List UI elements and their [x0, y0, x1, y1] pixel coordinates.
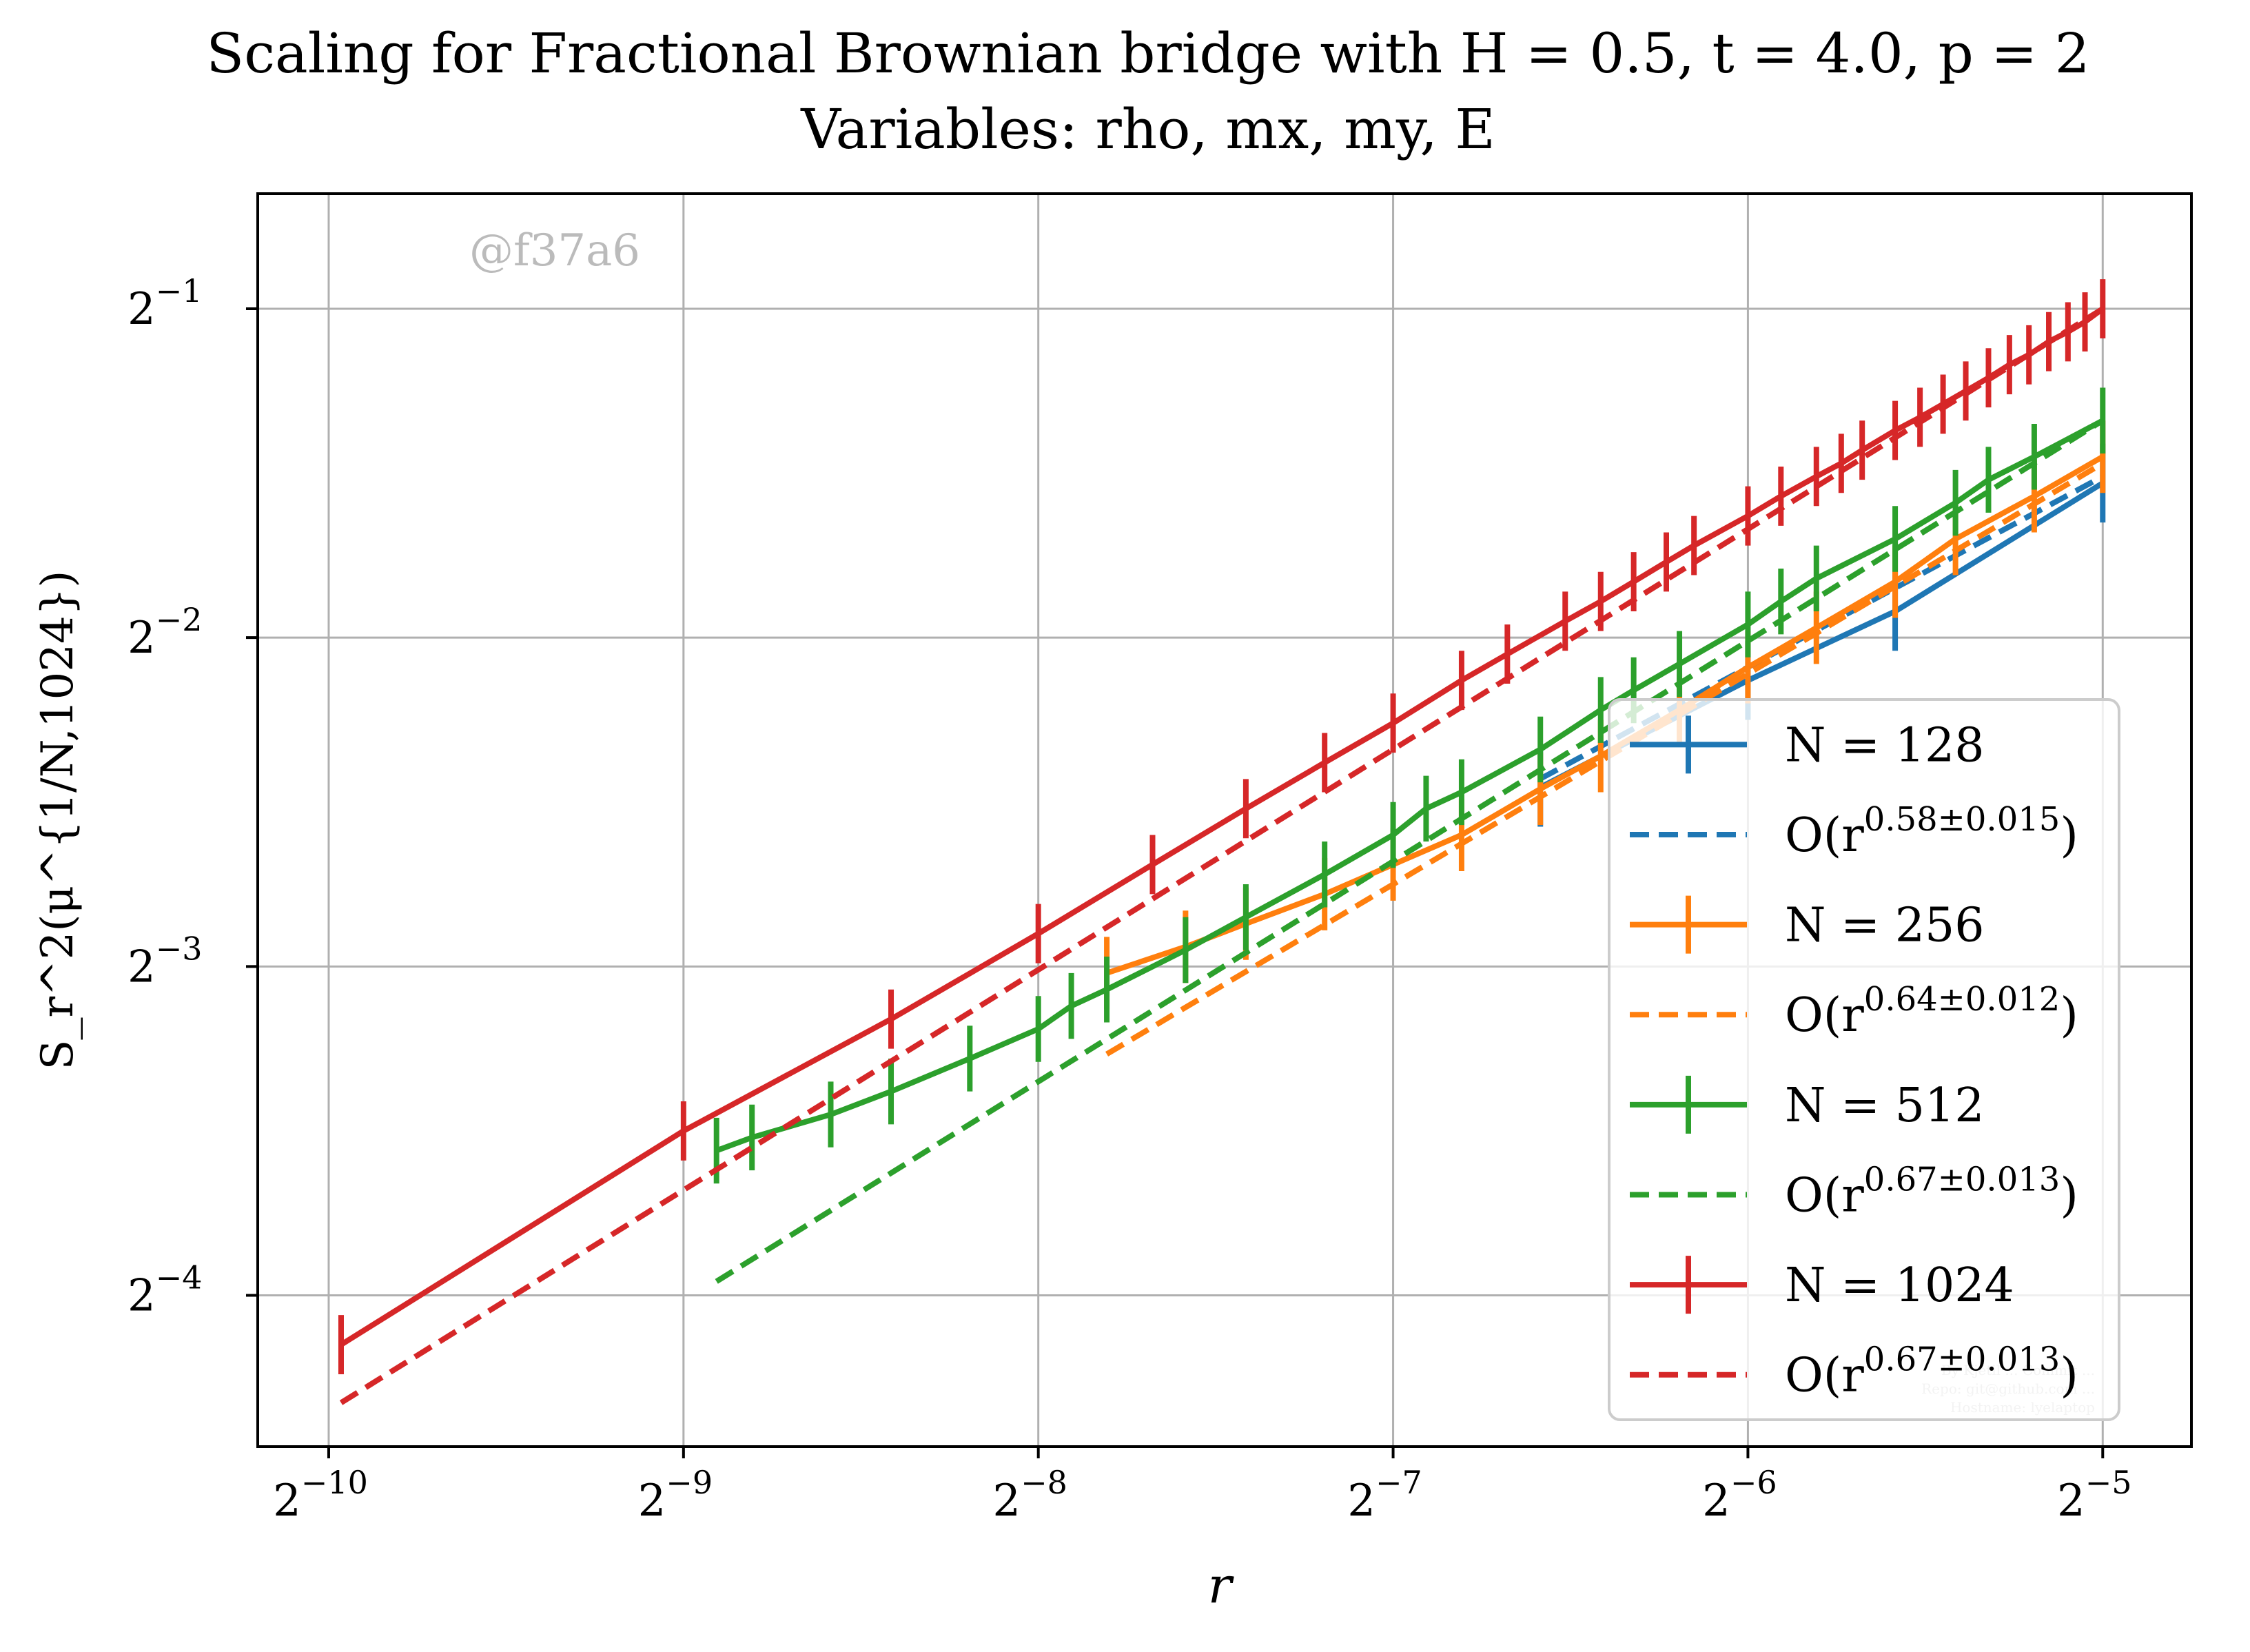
plot-frame [256, 192, 2193, 1448]
legend-fit-label: O(r0.58±0.015) [1785, 800, 2078, 863]
legend-fit-label: O(r0.67±0.013) [1785, 1340, 2078, 1403]
x-tick-label: 2−6 [1702, 1464, 1777, 1527]
x-tick-label: 2−8 [992, 1464, 1067, 1527]
series-line [715, 418, 2105, 1154]
chart-title-line2: Variables: rho, mx, my, E [800, 97, 1495, 161]
y-tick-label: 2−2 [127, 601, 203, 664]
fit-line [1105, 460, 2105, 1057]
series-3 [713, 387, 2106, 1284]
series-4 [338, 279, 2106, 1405]
x-tick-label: 2−5 [2057, 1464, 2132, 1527]
watermark: @f37a6 [469, 225, 640, 276]
legend-box [1608, 698, 2120, 1421]
legend: N = 128 O(r0.58±0.015) N = 256 O(r0.64±0.01… [1608, 698, 2120, 1421]
chart-title-line1: Scaling for Fractional Brownian bridge w… [206, 21, 2089, 85]
y-tick-label: 2−4 [127, 1259, 203, 1322]
legend-label: N = 256 [1785, 899, 1985, 953]
y-tick-label: 2−1 [127, 272, 203, 335]
x-tick-label: 2−7 [1347, 1464, 1422, 1527]
axis-ticks: 2−10 2−9 2−8 2−7 2−6 2−5 2−1 2−2 2−3 2−4 [127, 272, 2132, 1527]
legend-label: N = 1024 [1785, 1258, 2014, 1313]
x-tick-label: 2−10 [273, 1464, 368, 1527]
x-tick-label: 2−9 [638, 1464, 713, 1527]
y-tick-label: 2−3 [127, 930, 203, 992]
y-axis-label: S_r^2(μ^{1/N,1024}) [32, 571, 83, 1070]
legend-fit-label: O(r0.67±0.013) [1785, 1160, 2078, 1223]
legend-label: N = 128 [1785, 718, 1985, 773]
legend-label: N = 512 [1785, 1079, 1985, 1133]
fit-line [715, 418, 2105, 1284]
legend-fit-label: O(r0.64±0.012) [1785, 980, 2078, 1043]
x-axis-label: r [1208, 1556, 1234, 1614]
